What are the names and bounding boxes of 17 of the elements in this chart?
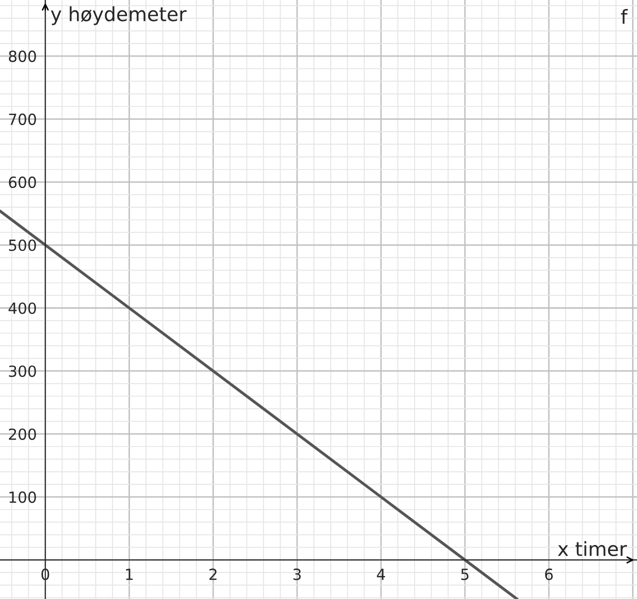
y-tick-label: 200: [8, 428, 36, 440]
y-tick-label: 800: [8, 50, 36, 62]
y-tick-label: 600: [8, 176, 36, 188]
x-axis-title: x timer: [558, 541, 627, 556]
x-tick-label: 3: [293, 568, 301, 580]
x-tick-label: 4: [376, 568, 386, 580]
y-axis-title: y høydemeter: [50, 6, 187, 26]
y-tick-label: 100: [10, 491, 36, 503]
annotation: f: [621, 8, 628, 24]
y-tick-label: 400: [8, 302, 36, 314]
y-tick-label: 700: [9, 114, 36, 126]
x-tick-label: 5: [461, 568, 468, 580]
y-tick-label: 500: [9, 239, 36, 252]
x-tick-label: 1: [126, 568, 133, 580]
x-tick-label: 6: [545, 568, 553, 580]
x-tick-label: 2: [209, 568, 217, 580]
y-tick-label: 300: [8, 365, 36, 378]
